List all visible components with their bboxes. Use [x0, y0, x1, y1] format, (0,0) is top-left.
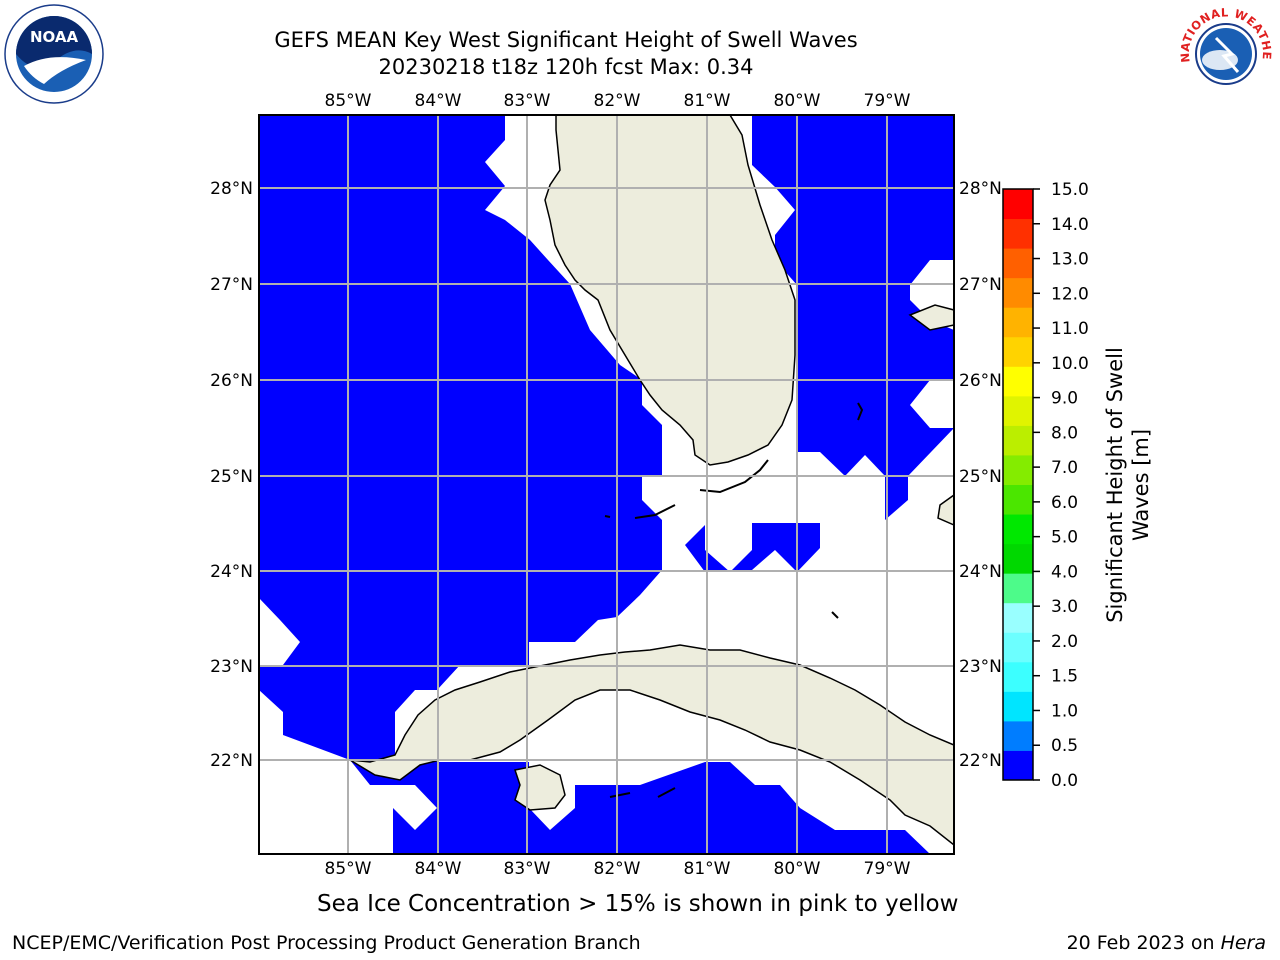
colorbar-segment: [1003, 425, 1033, 456]
noaa-logo: NOAA: [4, 4, 104, 104]
lat-label: 23°N: [959, 657, 1002, 677]
colorbar-segment: [1003, 307, 1033, 338]
lat-label: 28°N: [210, 179, 253, 199]
lat-label: 24°N: [959, 562, 1002, 582]
colorbar-ticks: 15.0 14.0 13.0 12.0 11.0 10.0 9.0 8.0 7.0 6.0 5.0 4…: [1033, 180, 1089, 791]
lat-label: 26°N: [959, 371, 1002, 391]
colorbar-tick-label: 12.0: [1051, 284, 1089, 304]
colorbar-tick-label: 6.0: [1051, 493, 1078, 513]
colorbar-segment: [1003, 189, 1033, 220]
lat-label: 26°N: [210, 371, 253, 391]
lon-label: 83°W: [504, 91, 551, 111]
lon-label: 79°W: [864, 859, 911, 879]
colorbar-segment: [1003, 454, 1033, 485]
colorbar-segment: [1003, 661, 1033, 692]
footer-date-text: 20 Feb 2023 on: [1066, 932, 1221, 954]
colorbar-segment: [1003, 218, 1033, 249]
colorbar-segment: [1003, 632, 1033, 663]
footer-date: 20 Feb 2023 on Hera: [1067, 932, 1266, 954]
colorbar-tick-label: 0.5: [1051, 736, 1078, 756]
lon-label: 79°W: [864, 91, 911, 111]
colorbar-tick-label: 13.0: [1051, 250, 1089, 270]
lon-label: 83°W: [504, 859, 551, 879]
lon-label: 80°W: [774, 91, 821, 111]
colorbar-segment: [1003, 514, 1033, 545]
footer-machine: Hera: [1220, 932, 1266, 954]
lon-label: 84°W: [415, 859, 462, 879]
lon-label: 81°W: [684, 859, 731, 879]
colorbar-segment: [1003, 720, 1033, 751]
lon-label: 85°W: [325, 91, 372, 111]
lat-label: 23°N: [210, 657, 253, 677]
colorbar-tick-label: 11.0: [1051, 319, 1089, 339]
lat-label: 22°N: [210, 751, 253, 771]
colorbar-segment: [1003, 691, 1033, 722]
lat-label: 25°N: [959, 467, 1002, 487]
florida-keys: [604, 402, 864, 798]
atlantic-wave-region: [752, 115, 954, 476]
colorbar-segment: [1003, 602, 1033, 633]
lat-label: 24°N: [210, 562, 253, 582]
keys-wave-patch: [685, 525, 730, 572]
colorbar: [1002, 188, 1034, 781]
lat-labels-left: 28°N 27°N 26°N 25°N 24°N 23°N 22°N: [210, 179, 253, 771]
colorbar-segment: [1003, 277, 1033, 308]
colorbar-segment: [1003, 336, 1033, 367]
lon-label: 85°W: [325, 859, 372, 879]
lat-label: 22°N: [959, 751, 1002, 771]
colorbar-tick-label: 14.0: [1051, 215, 1089, 235]
lon-label: 82°W: [594, 91, 641, 111]
colorbar-tick-label: 0.0: [1051, 771, 1078, 791]
footer-credit: NCEP/EMC/Verification Post Processing Pr…: [12, 932, 641, 954]
chart-subtitle: 20230218 t18z 120h fcst Max: 0.34: [378, 55, 754, 79]
nws-logo: NATIONAL WEATHER SERVICE: [1176, 4, 1274, 101]
lat-label: 28°N: [959, 179, 1002, 199]
colorbar-segment: [1003, 573, 1033, 604]
colorbar-tick-label: 10.0: [1051, 354, 1089, 374]
land: [349, 114, 955, 847]
colorbar-tick-label: 3.0: [1051, 597, 1078, 617]
colorbar-tick-label: 1.5: [1051, 667, 1078, 687]
colorbar-tick-label: 7.0: [1051, 458, 1078, 478]
colorbar-tick-label: 4.0: [1051, 562, 1078, 582]
chart-title: GEFS MEAN Key West Significant Height of…: [274, 28, 858, 52]
colorbar-tick-label: 9.0: [1051, 389, 1078, 409]
florida-land: [544, 114, 796, 466]
colorbar-tick-label: 1.0: [1051, 701, 1078, 721]
caribbean-wave-region: [350, 740, 930, 854]
lon-labels-top: 85°W 84°W 83°W 82°W 81°W 80°W 79°W: [325, 91, 911, 111]
lon-label: 82°W: [594, 859, 641, 879]
lat-labels-right: 28°N 27°N 26°N 25°N 24°N 23°N 22°N: [959, 179, 1002, 771]
colorbar-tick-label: 2.0: [1051, 632, 1078, 652]
lat-label: 25°N: [210, 467, 253, 487]
bahamas-wave-patch: [885, 476, 908, 520]
gulf-wave-region: [259, 115, 662, 760]
colorbar-label: Significant Height of Swell: [1103, 347, 1127, 623]
colorbar-segment: [1003, 750, 1033, 781]
colorbar-segment: [1003, 248, 1033, 279]
colorbar-segment: [1003, 395, 1033, 426]
lon-labels-bottom: 85°W 84°W 83°W 82°W 81°W 80°W 79°W: [325, 859, 911, 879]
colorbar-label-line2: Waves [m]: [1129, 429, 1153, 541]
colorbar-frame: [1002, 188, 1034, 781]
colorbar-segment: [1003, 484, 1033, 515]
lat-label: 27°N: [959, 275, 1002, 295]
noaa-logo-text: NOAA: [30, 28, 79, 46]
lat-label: 27°N: [210, 275, 253, 295]
gridlines: [259, 115, 954, 854]
lon-label: 84°W: [415, 91, 462, 111]
colorbar-segment: [1003, 366, 1033, 397]
colorbar-segment: [1003, 543, 1033, 574]
colorbar-tick-label: 8.0: [1051, 423, 1078, 443]
map-frame: [258, 114, 955, 855]
lon-label: 80°W: [774, 859, 821, 879]
sea-ice-note: Sea Ice Concentration > 15% is shown in …: [317, 891, 959, 917]
colorbar-tick-label: 15.0: [1051, 180, 1089, 200]
colorbar-tick-label: 5.0: [1051, 528, 1078, 548]
lon-label: 81°W: [684, 91, 731, 111]
